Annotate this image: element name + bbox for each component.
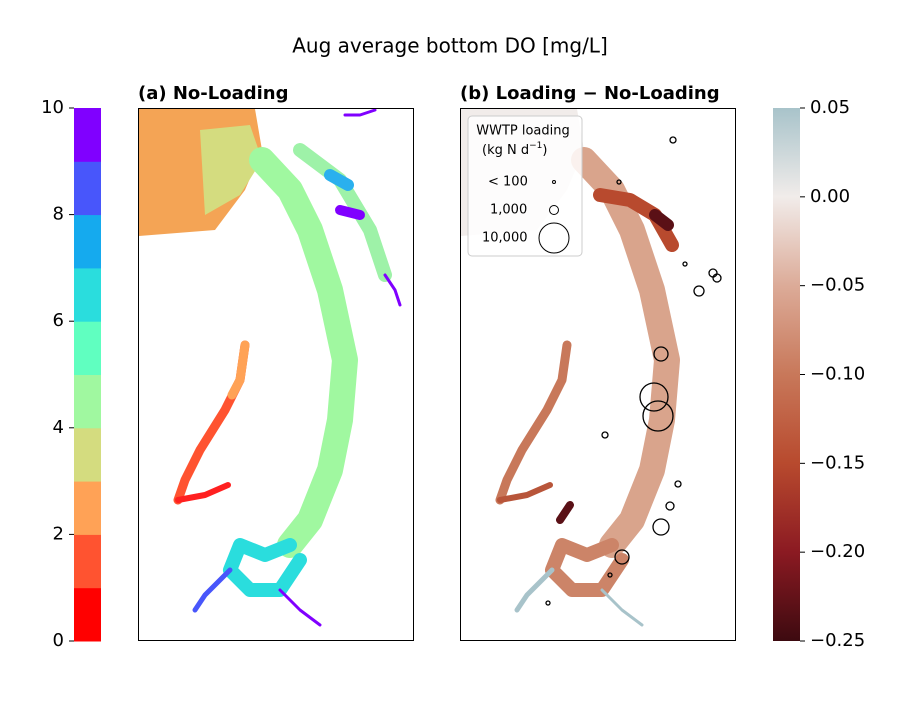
legend-entry: < 100	[488, 175, 528, 190]
wwtp	[614, 549, 630, 565]
colorbar-segment	[74, 374, 101, 429]
panel-frame	[138, 108, 414, 641]
wwtp-markers	[545, 136, 722, 606]
inlet	[514, 567, 555, 613]
colorbar-tick-label: 0.00	[810, 186, 850, 207]
colorbar-segment	[74, 427, 101, 482]
legend-entry: 1,000	[490, 203, 527, 218]
figure-title: Aug average bottom DO [mg/L]	[292, 34, 608, 58]
wwtp	[665, 501, 675, 511]
wwtp	[682, 261, 688, 267]
legend-units-exponent: −1	[529, 141, 542, 151]
colorbar-tick-label: 4	[53, 417, 64, 438]
colorbar-tick-label: −0.10	[810, 364, 865, 385]
wwtp	[601, 431, 609, 439]
colorbar-tick-label: 6	[53, 310, 64, 331]
legend-entry: 10,000	[482, 231, 528, 246]
wwtp	[545, 600, 551, 606]
strait-east	[200, 125, 262, 215]
wwtp	[607, 572, 613, 578]
legend-box	[467, 115, 583, 257]
wwtp	[652, 518, 670, 536]
wwtp	[653, 346, 669, 362]
colorbar-tick-label: 2	[53, 523, 64, 544]
legend-marker	[552, 180, 556, 184]
colorbar-tick-label: 10	[41, 97, 64, 118]
colorbar-segment	[74, 267, 101, 322]
colorbar-gradient	[773, 108, 800, 641]
wwtp	[642, 400, 674, 432]
colorbar-tick-label: 8	[53, 204, 64, 225]
legend-marker	[538, 222, 570, 254]
hood-canal-north	[227, 340, 250, 400]
hood-canal-arm	[497, 482, 553, 503]
colorbar-segment	[74, 214, 101, 269]
colorbar-segment	[74, 161, 101, 216]
inlet	[278, 588, 322, 627]
bay	[335, 205, 365, 220]
inlet	[192, 567, 233, 613]
legend-units: (kg N d−1)	[482, 141, 547, 158]
legend-title: WWTP loading	[476, 124, 570, 139]
legend-units-close: )	[542, 143, 547, 158]
south-sound	[545, 538, 629, 597]
colorbar-tick-label: −0.20	[810, 541, 865, 562]
wwtp	[693, 285, 705, 297]
skagit	[324, 169, 354, 191]
whidbey	[293, 143, 392, 282]
whidbey-head	[649, 209, 674, 231]
colorbar-tick-label: −0.25	[810, 630, 865, 651]
colorbar-tick-label: −0.05	[810, 275, 865, 296]
colorbar-tick-label: 0.05	[810, 97, 850, 118]
legend: WWTP loading (kg N d−1) < 100 1,000 10,0…	[467, 115, 583, 257]
colorbar-segment	[74, 534, 101, 589]
south-sound	[223, 538, 307, 597]
panel-frame	[460, 108, 736, 641]
colorbar-segment	[74, 321, 101, 375]
wwtp	[669, 136, 677, 144]
wwtp	[616, 179, 622, 185]
wwtp	[674, 480, 682, 488]
legend-units-text: (kg N d	[482, 143, 529, 158]
inlet	[556, 501, 574, 524]
colorbar-segment	[74, 108, 101, 162]
legend-marker	[549, 205, 559, 215]
main-basin	[249, 147, 358, 558]
wwtp	[712, 273, 722, 283]
colorbar-segment	[74, 481, 101, 535]
wwtp	[639, 382, 669, 412]
colorbar-tick-label: 0	[53, 630, 64, 651]
panel-title: (a) No-Loading	[138, 83, 289, 104]
colorbar-segment	[74, 587, 101, 642]
river	[343, 108, 377, 117]
whidbey	[593, 188, 679, 252]
map-a	[139, 108, 402, 627]
river	[383, 273, 402, 307]
hood-canal-arm	[175, 482, 231, 503]
hood-canal	[173, 340, 250, 505]
colorbar-tick-label: −0.15	[810, 452, 865, 473]
hood-canal	[495, 340, 572, 505]
panel-title: (b) Loading − No-Loading	[460, 83, 720, 104]
inlet	[600, 588, 644, 627]
